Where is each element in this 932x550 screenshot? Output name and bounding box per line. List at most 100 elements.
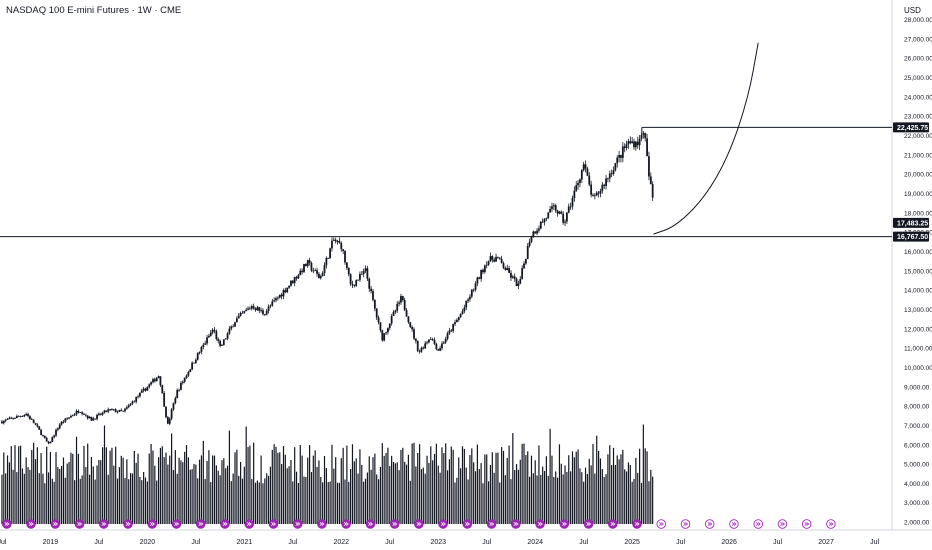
volume-bar-264	[493, 472, 495, 524]
volume-bar-21	[40, 453, 42, 524]
volume-bar-337	[629, 464, 631, 524]
volume-bar-133	[249, 445, 251, 524]
volume-bar-207	[387, 447, 389, 524]
candle-body-341	[636, 141, 639, 146]
volume-bar-73	[137, 453, 139, 524]
volume-bar-136	[254, 482, 257, 524]
x-tick-label-5: 2021	[237, 539, 253, 546]
volume-bar-115	[215, 465, 217, 524]
candle-body-180	[336, 241, 339, 242]
time-axis[interactable]: Jul 2019 Jul 2020 Jul 2021 Jul 2022 Jul 2023 Jul 20…	[0, 539, 879, 546]
volume-bar-247	[461, 446, 464, 524]
candle-body-307	[573, 190, 576, 199]
volume-bar-32	[61, 466, 63, 524]
volume-bar-186	[348, 481, 350, 524]
candle-body-296	[552, 205, 555, 207]
candle-body-258	[482, 269, 484, 273]
candle-body-237	[442, 342, 445, 344]
candle-body-181	[338, 241, 341, 244]
candle-body-336	[627, 141, 630, 145]
candle-body-286	[534, 231, 537, 234]
volume-bar-104	[195, 464, 197, 524]
volume-bar-298	[556, 477, 559, 524]
price-label-line-1-bg	[893, 231, 929, 242]
volume-bar-15	[29, 469, 31, 524]
candle-body-183	[342, 249, 345, 251]
candle-body-346	[646, 138, 648, 157]
price-axis[interactable]: 2,000.00 3,000.00 4,000.00 5,000.00 6,000.00…	[904, 17, 932, 526]
candle-body-148	[276, 297, 279, 299]
candle-body-202	[377, 317, 380, 323]
candle-body-35	[66, 418, 69, 420]
volume-bar-322	[601, 469, 603, 524]
candle-body-15	[29, 416, 31, 420]
volume-bar-304	[568, 455, 570, 524]
candle-body-122	[228, 328, 231, 334]
volume-bar-140	[262, 483, 264, 524]
candle-body-62	[116, 411, 119, 413]
candle-body-192	[359, 273, 361, 280]
volume-bar-5	[10, 446, 12, 524]
price-labels: 22,425.75 16,767.50 17,483.25	[893, 122, 929, 242]
volume-bar-84	[157, 457, 160, 524]
candle-body-140	[262, 310, 264, 315]
event-markers[interactable]	[2, 519, 836, 529]
event-marker-glyph-11	[271, 522, 277, 526]
volume-bar-250	[467, 479, 469, 524]
volume-bar-235	[439, 472, 441, 524]
candle-body-28	[53, 435, 56, 438]
candle-body-118	[221, 344, 223, 346]
event-marker-glyph-2	[53, 522, 58, 526]
volume-bar-81	[152, 450, 154, 524]
y-tick-label-22: 24,000.00	[904, 94, 932, 101]
volume-bar-127	[238, 475, 240, 524]
volume-bar-223	[417, 453, 419, 524]
candle-body-53	[99, 413, 102, 415]
candle-body-124	[232, 326, 235, 328]
candle-body-31	[58, 424, 61, 429]
candle-body-143	[267, 306, 270, 311]
volume-bar-3	[6, 455, 9, 524]
candle-body-334	[623, 146, 626, 148]
candle-body-283	[528, 241, 531, 246]
x-tick-label-7: 2022	[333, 539, 349, 546]
x-tick-label-8: Jul	[385, 539, 394, 546]
y-tick-label-19: 21,000.00	[904, 152, 932, 159]
candle-body-287	[536, 230, 538, 234]
candle-body-320	[597, 192, 600, 194]
candle-body-59	[111, 409, 113, 410]
volume-bar-233	[435, 443, 437, 524]
candle-body-204	[381, 330, 384, 341]
volume-bar-334	[624, 469, 626, 524]
candle-body-150	[280, 294, 283, 297]
volume-bar-270	[504, 475, 506, 524]
volume-bar-72	[135, 462, 137, 524]
candle-body-191	[357, 279, 359, 281]
candle-body-86	[161, 385, 164, 394]
candle-body-312	[582, 164, 585, 171]
volume-bar-162	[303, 476, 305, 524]
volume-bar-221	[413, 442, 415, 524]
candle-body-254	[474, 283, 477, 290]
candle-body-22	[42, 434, 44, 436]
y-tick-label-14: 16,000.00	[904, 249, 932, 256]
volume-bar-147	[275, 446, 277, 524]
volume-bar-99	[185, 445, 188, 524]
candle-body-32	[60, 421, 63, 425]
candle-body-300	[560, 211, 563, 214]
candle-body-129	[241, 312, 244, 314]
candle-body-270	[504, 267, 507, 271]
volume-bar-340	[635, 457, 637, 524]
volume-bar-146	[273, 444, 275, 524]
volume-bar-312	[583, 481, 585, 524]
event-marker-glyph-26	[634, 522, 640, 526]
candle-body-100	[187, 372, 190, 376]
candle-body-206	[385, 332, 387, 334]
candle-body-196	[366, 268, 369, 279]
volume-bar-59	[111, 447, 113, 524]
candle-body-109	[204, 343, 207, 345]
candle-body-299	[558, 211, 561, 214]
drawn-lines[interactable]	[0, 42, 892, 238]
candle-body-187	[349, 274, 352, 284]
